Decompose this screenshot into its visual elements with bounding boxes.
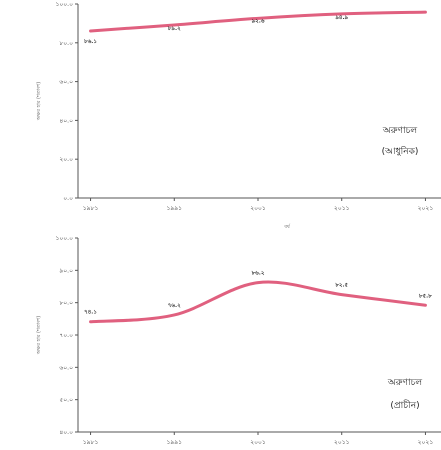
data-label: ৭৪.১ [84,309,97,316]
x-tick-label: ২০০১ [250,205,266,212]
x-tick-label: ২০০১ [250,439,266,446]
legend-text: (আধুনিক) [382,146,419,157]
y-axis-title: অক্ষর হার (শতাংশ) [36,316,42,355]
data-label: ৮৬.১ [83,38,97,45]
data-label: ৮৫.৮ [418,292,432,299]
y-tick-label: ৪০.০ [59,429,73,436]
data-label: ৮২.৫ [334,282,348,289]
data-label: ৯৪.৯ [335,14,348,21]
y-tick-label: ২০.০ [59,156,73,163]
x-tick-label: ২০২১ [418,205,434,212]
chart-top: ০.০ ২০.০ ৪০.০ ৬০.০ ৮০.০ ১০০.০ ১৯৮১ ১৯৯১ ২০০১ ২০১১… [36,1,441,230]
x-tick-label: ১৯৮১ [83,205,99,212]
x-axis-title: বর্ষ [283,223,291,230]
y-tick-label: ১০০.০ [55,1,73,8]
y-tick-label: ৮০.০ [59,300,73,307]
data-label: ৮৬.২ [251,270,265,277]
y-tick-label: ৮০.০ [59,40,73,47]
y-axis-title: অক্ষর হার (শতাংশ) [36,82,42,121]
y-tick-label: ১০০.০ [55,235,73,242]
data-label: ৮৯.২ [167,25,181,32]
x-tick-label: ১৯৯১ [166,205,182,212]
y-tick-label: ০.০ [63,195,73,202]
x-tick-label: ১৯৮১ [83,439,99,446]
y-tick-label: ৬০.০ [59,364,73,371]
x-tick-label: ২০১১ [334,205,350,212]
y-tick-label: ৭০.০ [59,332,73,339]
x-tick-label: ২০২১ [418,439,434,446]
series-line [89,10,427,33]
y-tick-label: ৯০.০ [59,267,73,274]
y-tick-label: ৬০.০ [59,79,73,86]
data-label: ৯২.৬ [252,17,265,24]
legend-text: (প্রাচীন) [390,399,419,411]
legend-text: অরুণাচল [382,126,418,136]
y-tick-label: ৫০.০ [59,397,73,404]
chart-bottom: ৪০.০ ৫০.০ ৬০.০ ৭০.০ ৮০.০ ৯০.০ ১০০.০ ১৯৮১ ১৯৯১ ২০০… [36,235,441,446]
x-tick-label: ২০১১ [334,439,350,446]
data-label: ৭৬.২ [168,302,181,309]
x-tick-label: ১৯৯১ [166,439,182,446]
y-tick-label: ৪০.০ [59,117,73,124]
legend-text: অরুণাচল [387,378,423,388]
series-line [89,280,427,324]
